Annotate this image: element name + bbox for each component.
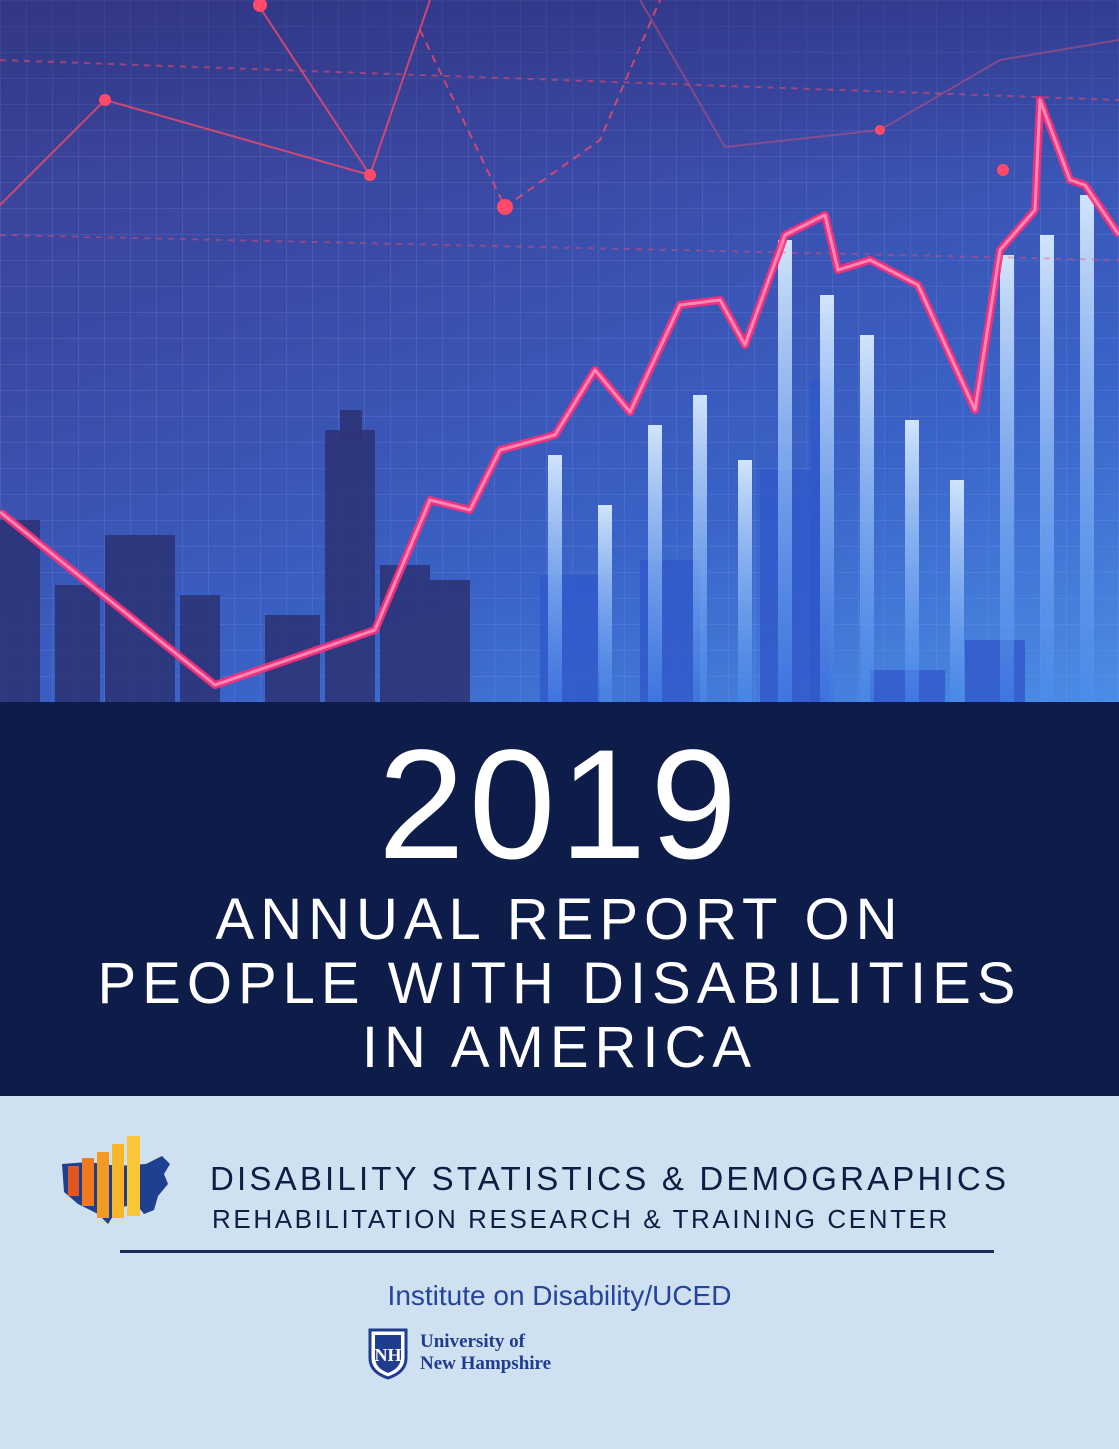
city-skyline <box>0 410 470 702</box>
university-name-line-1: University of <box>420 1331 526 1352</box>
glowing-bars <box>548 195 1094 702</box>
us-map-bar-chart-icon <box>62 1136 170 1224</box>
hero-chart-illustration <box>0 0 1119 702</box>
report-year: 2019 <box>377 718 742 892</box>
organization-name-line-1: DISABILITY STATISTICS & DEMOGRAPHICS <box>210 1160 1010 1197</box>
unh-logo: NH University of New Hampshire <box>368 1328 628 1388</box>
unh-shield-icon: NH <box>368 1328 408 1380</box>
university-name-line-2: New Hampshire <box>420 1353 552 1374</box>
report-title-line-2: PEOPLE WITH DISABILITIES <box>97 951 1022 1016</box>
institute-name: Institute on Disability/UCED <box>387 1280 732 1311</box>
report-title-line-1: ANNUAL REPORT ON <box>215 887 904 952</box>
divider <box>120 1250 994 1253</box>
hero-image <box>0 0 1119 702</box>
title-band: 2019 ANNUAL REPORT ON PEOPLE WITH DISABI… <box>0 702 1119 1096</box>
report-title-line-3: IN AMERICA <box>361 1015 758 1080</box>
publisher-panel: DISABILITY STATISTICS & DEMOGRAPHICS REH… <box>0 1096 1119 1449</box>
shield-initials: NH <box>375 1345 402 1365</box>
organization-name-line-2: REHABILITATION RESEARCH & TRAINING CENTE… <box>212 1204 950 1234</box>
